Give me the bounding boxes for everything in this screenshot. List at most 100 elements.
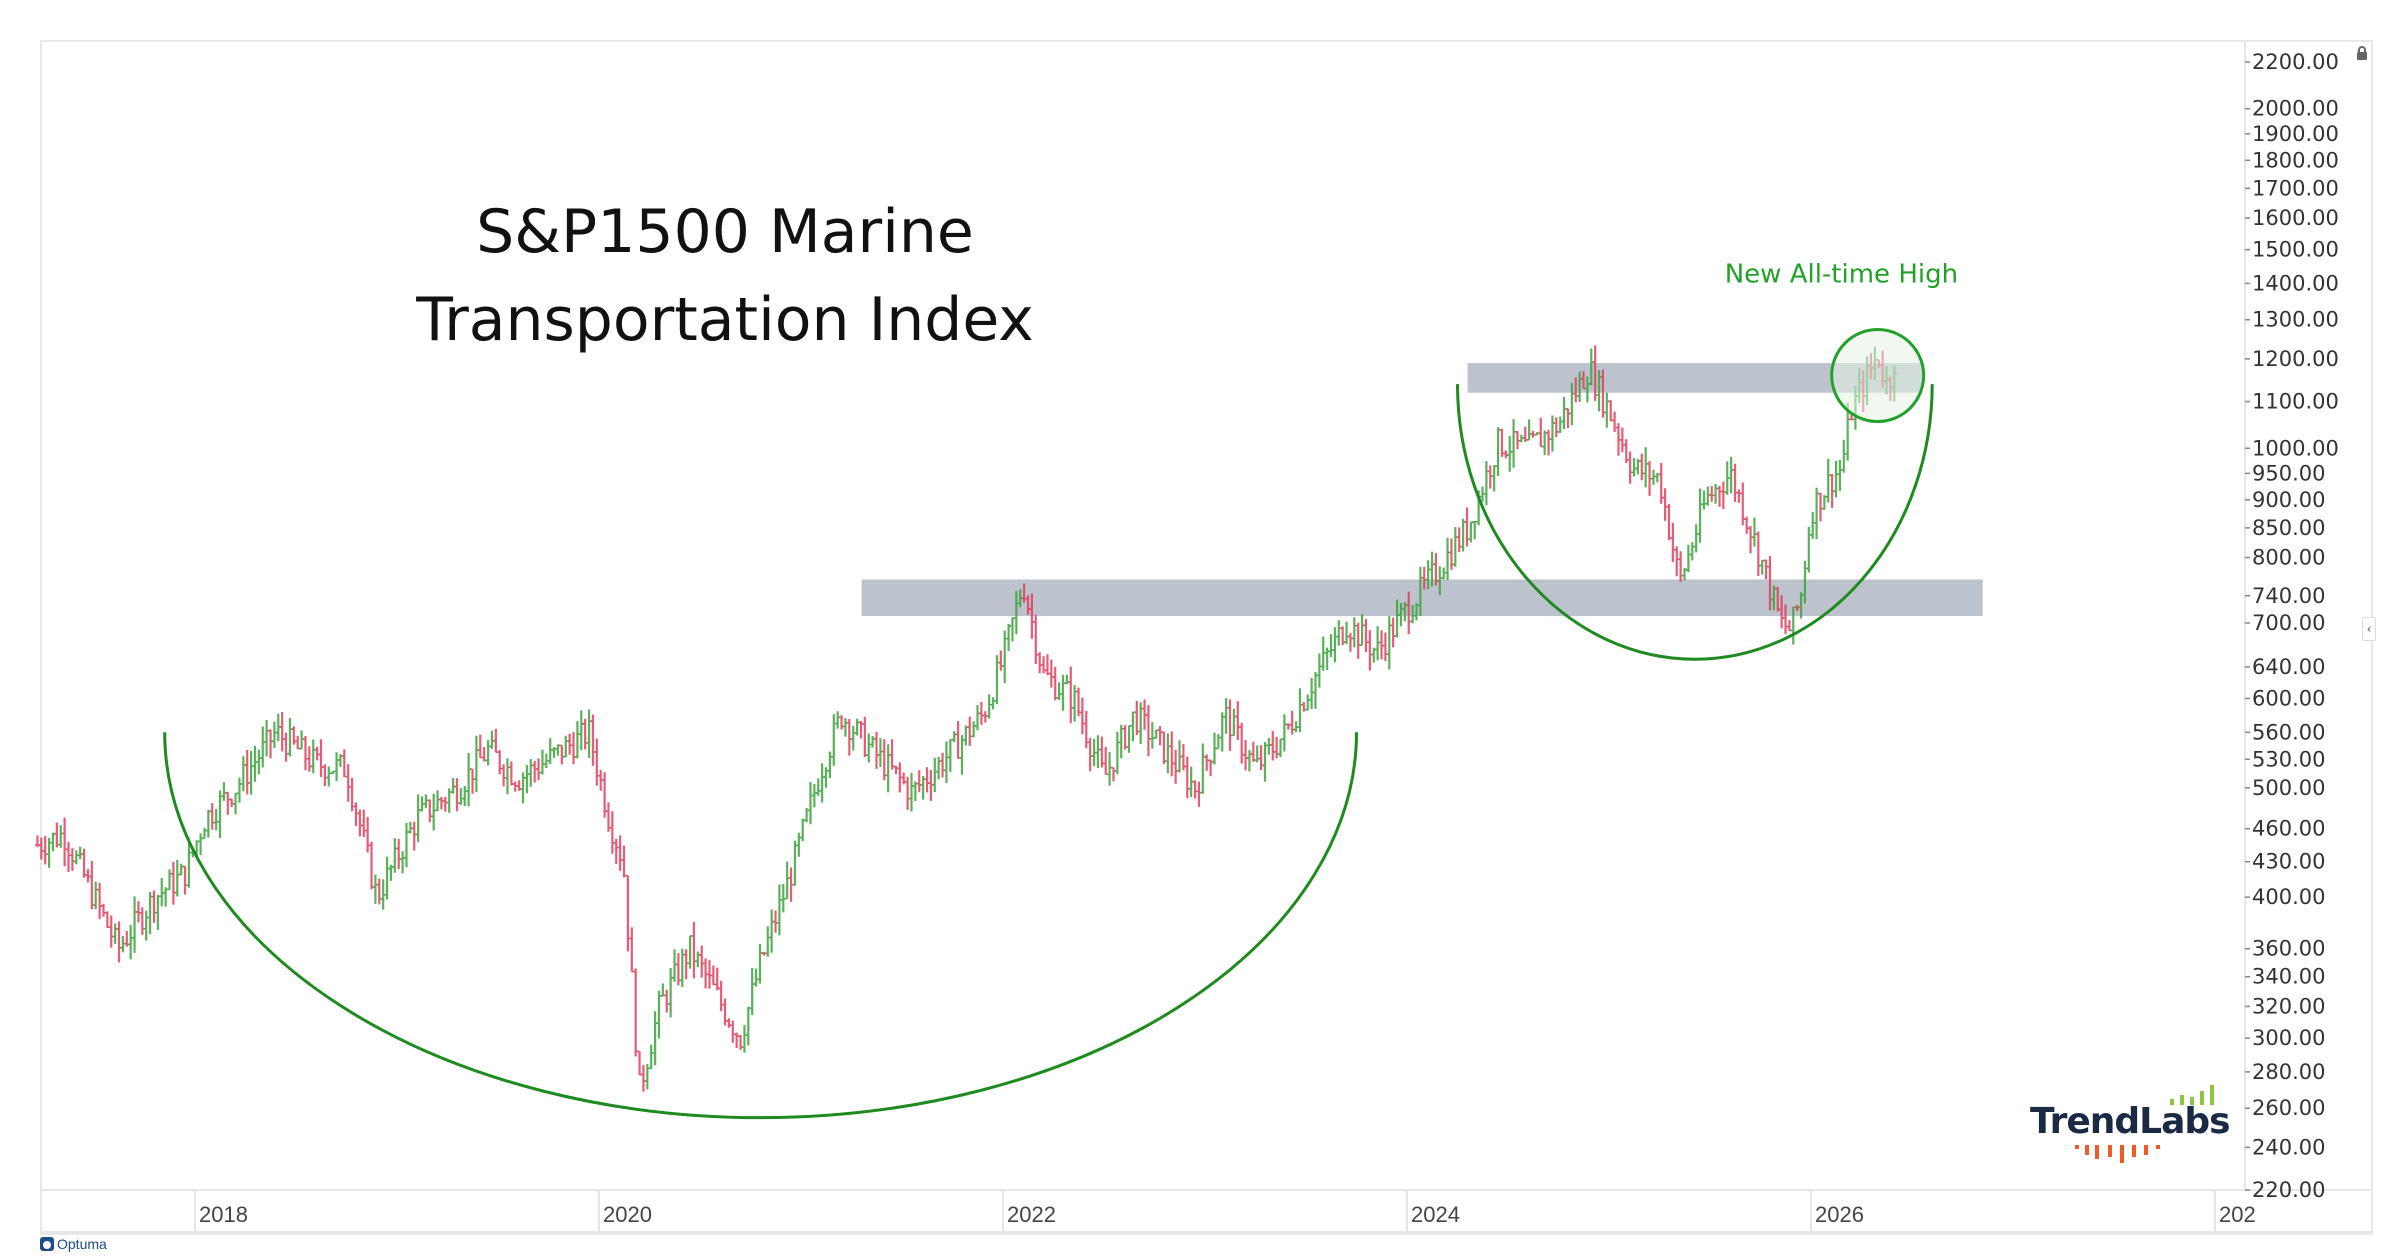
overlays-layer [163,328,1934,1120]
price-bar [940,752,946,778]
x-tick-label: 2022 [1007,1202,1056,1227]
price-bar [1278,738,1284,758]
price-bar [1223,698,1229,734]
price-bar [769,909,775,953]
ath-circle[interactable] [1830,328,1926,424]
price-bar [1720,481,1726,509]
chart-title-line-2: Transportation Index [415,285,1034,355]
collapse-axis-button[interactable]: ‹ [2362,617,2376,641]
price-bar [621,845,627,878]
price-bar [757,943,763,984]
price-bar [1239,722,1245,764]
y-tick-label: 1500.00 [2252,238,2339,262]
price-bar [835,711,841,729]
price-bar [1060,674,1066,711]
annotation-new-all-time-high: New All-time High [1725,259,1958,289]
y-tick-label: 1100.00 [2252,390,2339,414]
price-bar [749,967,755,1016]
price-bar [1087,737,1093,772]
price-bar [334,752,340,782]
price-bar [959,735,965,775]
price-bar [967,716,973,746]
price-bar [559,744,565,765]
price-bar [322,764,328,786]
price-bar [170,861,176,905]
y-tick-label: 800.00 [2252,546,2325,570]
price-bar [361,809,367,838]
price-bar [1246,750,1252,772]
price-bar [776,884,782,936]
x-tick-label: 2026 [1815,1202,1864,1227]
price-bar [431,793,437,831]
price-bar [862,716,868,758]
price-bar [664,989,670,1013]
big-cup-arc[interactable] [163,732,1358,1120]
price-bar [936,756,942,780]
price-bar [341,749,347,778]
price-bar [1390,617,1396,648]
price-bar [815,778,821,796]
price-bar [978,701,984,725]
price-bar [260,726,266,768]
price-bar [462,785,468,807]
price-bar [201,827,207,840]
small-cup-arc[interactable] [1456,384,1934,661]
price-bar [1297,688,1303,733]
price-bar [1344,621,1350,645]
price-bar [807,781,813,825]
price-bar [1219,712,1225,752]
price-bar [1274,736,1280,759]
price-bar [1666,503,1672,541]
y-tick-label: 640.00 [2252,655,2325,679]
price-bar [1713,483,1719,504]
price-bar [1763,559,1769,580]
price-bar [1445,537,1451,581]
price-bar [1689,542,1695,561]
price-bar [710,965,716,986]
y-tick-label: 220.00 [2252,1178,2325,1202]
x-tick-label: 2024 [1411,1202,1460,1227]
price-bar [1608,400,1614,422]
price-bar [97,882,103,920]
price-bar [1355,622,1361,659]
price-bar [217,790,223,838]
price-bar [1316,653,1322,688]
price-bar [1538,417,1544,448]
price-bar [50,832,56,852]
price-bar [1639,453,1645,481]
price-bar [932,757,938,793]
y-tick-label: 460.00 [2252,817,2325,841]
lower-band[interactable] [861,579,1983,617]
price-bar [221,782,227,801]
plot-border [42,42,2371,1233]
price-bar [1107,752,1113,786]
trendlabs-logo: TrendLabs [2030,1085,2231,1165]
price-bar [971,721,977,738]
price-bar [318,739,324,777]
y-tick-label: 360.00 [2252,937,2325,961]
price-bar [617,835,623,871]
price-bar [151,890,157,923]
price-bar [1456,527,1462,553]
price-bar [489,730,495,749]
price-bar [1095,735,1101,769]
price-bar [376,878,382,905]
price-bar [1033,614,1039,665]
price-bar [827,751,833,779]
lock-icon[interactable] [2355,46,2369,60]
price-bar [773,910,779,933]
x-tick-label: 202 [2219,1202,2256,1227]
price-bar [473,735,479,793]
y-tick-label: 950.00 [2252,461,2325,485]
price-bar [427,799,433,823]
price-bar [1604,392,1610,428]
price-bar [264,719,270,757]
y-tick-label: 1400.00 [2252,271,2339,295]
price-bar [174,859,180,897]
price-bar [893,765,899,775]
price-bar [501,764,507,787]
price-bar [1161,731,1167,765]
price-bar [283,732,289,762]
price-bar [831,714,837,766]
